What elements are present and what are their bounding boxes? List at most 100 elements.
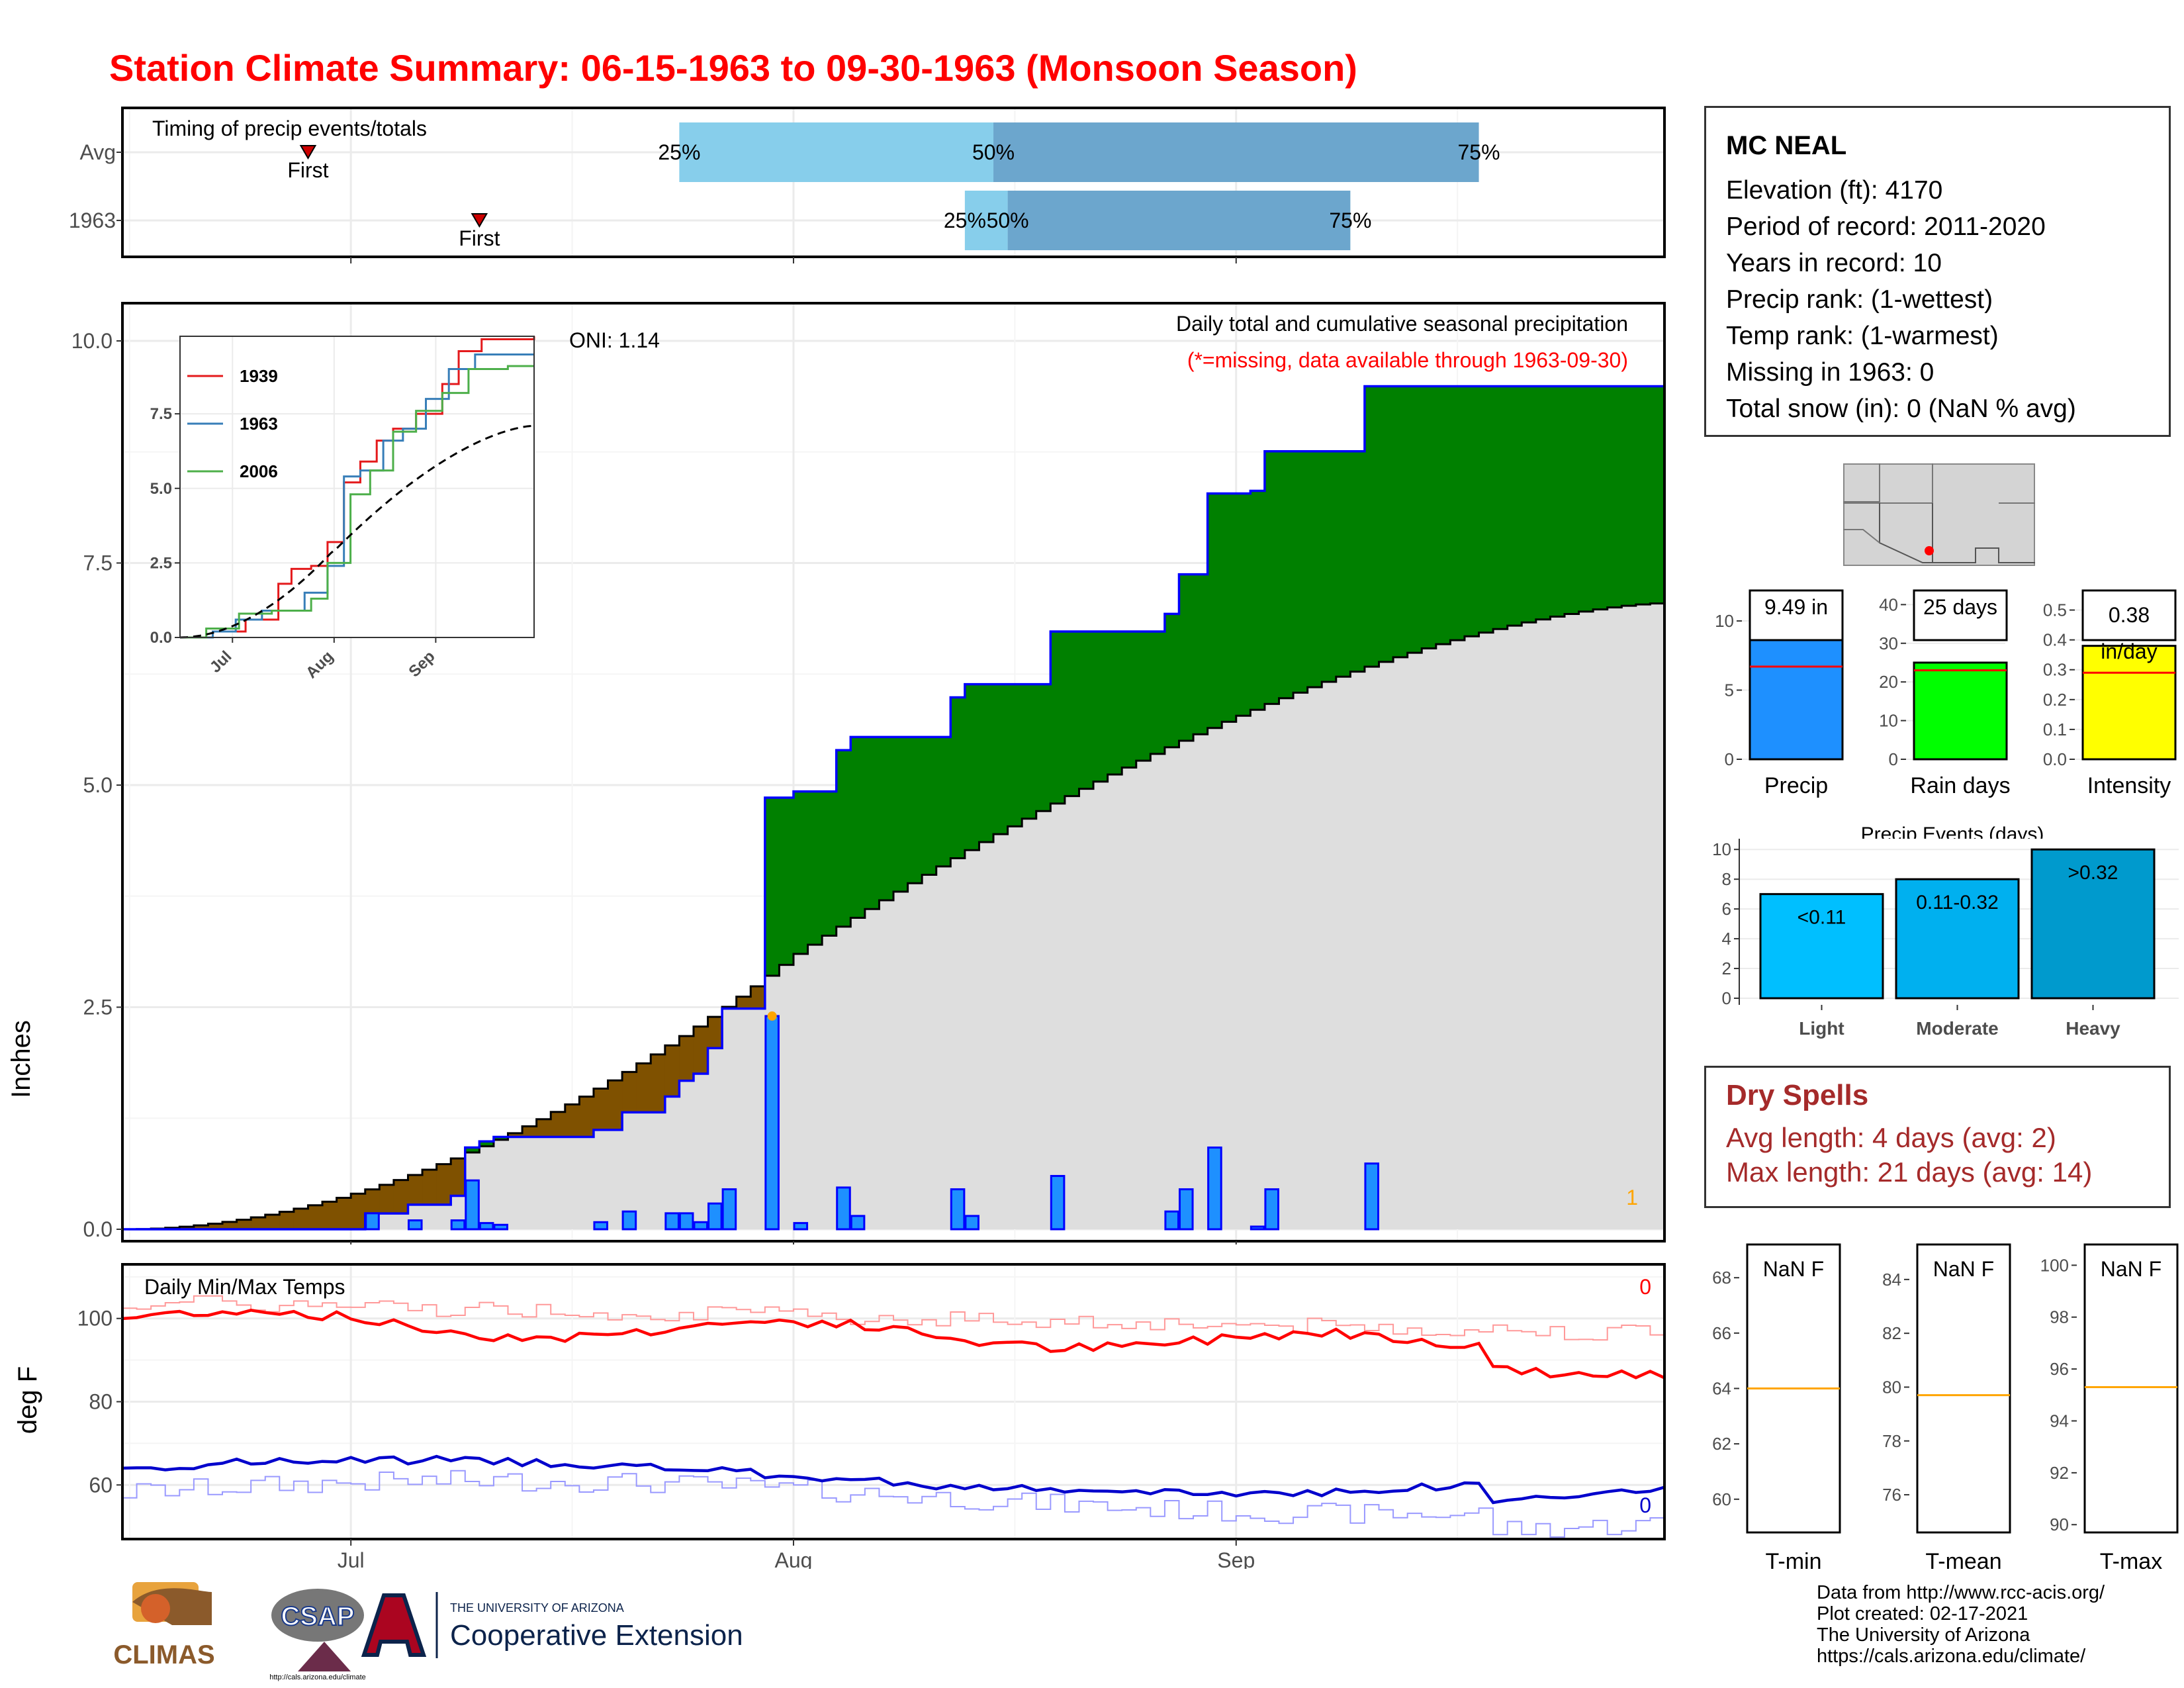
inset-legend-label: 1939: [240, 366, 278, 386]
summary-bar-intensity: [2081, 645, 2177, 761]
deficit-segment: [565, 1104, 580, 1137]
tmax-record-line: [122, 1295, 1665, 1341]
surplus-segment: [1550, 386, 1565, 617]
deficit-segment: [636, 1063, 651, 1113]
summary-y-tick-label: 0.0: [2043, 749, 2067, 769]
summary-y-tick-label: 30: [1879, 633, 1898, 653]
summary-bar-name: Rain days: [1910, 773, 2010, 798]
precip-y-label: Inches: [7, 1020, 36, 1098]
deficit-segment: [265, 1215, 280, 1229]
events-y-tick-label: 2: [1722, 959, 1731, 978]
csap-logo-mountain: [298, 1642, 351, 1671]
surplus-segment: [1507, 386, 1522, 626]
surplus-segment: [1207, 493, 1222, 728]
summary-bar-name: Intensity: [2087, 773, 2171, 798]
inset-frame: [179, 336, 535, 638]
temp-summary-value: NaN F: [2101, 1257, 2161, 1281]
precip-y-tick-label: 0.0: [83, 1217, 113, 1241]
csap-logo-text: CSAP: [281, 1602, 354, 1631]
precip-y-axis: 0.0 2.5 5.0 7.5 10.0: [71, 329, 1237, 1244]
surplus-segment: [1236, 493, 1251, 716]
surplus-segment: [493, 1137, 509, 1140]
credit-line: The University of Arizona: [1817, 1624, 2030, 1646]
events-y-tick-label: 4: [1722, 929, 1731, 949]
precip-panel-frame: [121, 302, 1666, 1243]
station-detail-line: Precip rank: (1-wettest): [1726, 285, 1993, 314]
station-detail-line: Years in record: 10: [1726, 249, 1942, 277]
surplus-segment: [779, 797, 794, 965]
daily-precip-bar: [365, 1212, 380, 1231]
tmax-line: [122, 1308, 1665, 1380]
precip-y-tick-label: 10.0: [71, 329, 113, 353]
daily-precip-bar: [407, 1219, 423, 1231]
events-y-tick-label: 10: [1712, 839, 1731, 859]
surplus-segment: [1136, 631, 1151, 761]
inset-legend-label: 1963: [240, 414, 278, 434]
surplus-segment: [1064, 631, 1080, 796]
temp-summary-box: [1916, 1243, 2011, 1534]
deficit-segment: [693, 1026, 709, 1074]
inset-legend: 1939 1963 2006: [187, 366, 278, 481]
temp-x-tick-label: Aug: [775, 1548, 813, 1569]
summary-bar-rain-days: [1913, 661, 2008, 761]
surplus-segment: [936, 737, 951, 867]
surplus-segment: [964, 684, 980, 851]
precip-y-tick-label: 7.5: [83, 551, 113, 575]
temp-summary-y-tick-label: 66: [1712, 1323, 1731, 1343]
chart-title: Station Climate Summary: 06-15-1963 to 0…: [109, 47, 1357, 89]
credits: Data from http://www.rcc-acis.org/Plot c…: [1817, 1582, 2105, 1667]
ua-logo-a: [361, 1593, 427, 1657]
inset-y-tick-label: 2.5: [150, 554, 172, 572]
missing-count: 1: [1626, 1186, 1638, 1209]
summary-value-unit: in/day: [2101, 639, 2157, 663]
tmin-record-line: [122, 1470, 1665, 1538]
summary-y-tick-label: 10: [1879, 711, 1898, 731]
inset-y-tick-label: 0.0: [150, 629, 172, 647]
precip-events-chart: Precip Events (days) 0246810<0.11Light0.…: [1712, 823, 2179, 1039]
temp-summary-y-tick-label: 76: [1882, 1485, 1901, 1505]
map-arizona-border: [1879, 503, 2035, 563]
surplus-segment: [907, 737, 923, 884]
surplus-segment: [922, 737, 937, 875]
timing-title: Timing of precip events/totals: [152, 117, 427, 140]
daily-precip-bar: [678, 1212, 694, 1231]
deficit-segment: [593, 1088, 609, 1130]
avg-cumulative-line: [122, 602, 1666, 1231]
daily-precip-bar: [1364, 1162, 1380, 1231]
surplus-segment: [479, 1141, 494, 1147]
surplus-segment: [1293, 451, 1308, 693]
surplus-segment: [1650, 386, 1665, 604]
summary-y-tick-label: 5: [1725, 680, 1734, 700]
surplus-segment: [807, 791, 823, 945]
surplus-segment: [1379, 386, 1394, 662]
location-map: [1843, 463, 2035, 566]
surplus-segment: [1122, 631, 1137, 768]
timing-row-label: Avg: [79, 140, 116, 164]
daily-precip-bar: [1178, 1188, 1194, 1231]
timing-panel: Avg25%50%75%FirstLast196325%50%75%FirstL…: [69, 107, 1666, 263]
temp-summary-y-tick-label: 80: [1882, 1377, 1901, 1397]
surplus-segment: [1564, 386, 1580, 614]
summary-value-label: 25 days: [1923, 595, 1997, 619]
surplus-segment: [979, 684, 994, 843]
inset-y-tick-label: 5.0: [150, 480, 172, 498]
credit-line: https://cals.arizona.edu/climate/: [1817, 1646, 2086, 1667]
events-bar-moderate: [1895, 878, 2020, 1000]
deficit-segment: [451, 1158, 466, 1196]
ua-logo: THE UNIVERSITY OF ARIZONA Cooperative Ex…: [361, 1592, 741, 1658]
dry-spells-box: Dry Spells Avg length: 4 days (avg: 2) M…: [1704, 1066, 2171, 1208]
surplus-segment: [1222, 493, 1237, 722]
surplus-segment: [836, 750, 851, 927]
summary-y-tick-label: 20: [1879, 672, 1898, 692]
timing-q75-label: 75%: [1458, 140, 1500, 164]
surplus-segment: [1307, 451, 1322, 688]
station-detail-line: Total snow (in): 0 (NaN % avg): [1726, 395, 2076, 423]
summary-y-tick-label: 0: [1725, 749, 1734, 769]
csap-logo-url: http://cals.arizona.edu/climate: [269, 1673, 366, 1681]
deficit-segment: [536, 1119, 551, 1137]
surplus-segment: [1179, 574, 1194, 741]
daily-precip-bar: [1250, 1225, 1265, 1231]
daily-precip-bar: [664, 1212, 680, 1231]
events-y-tick-label: 6: [1722, 899, 1731, 919]
